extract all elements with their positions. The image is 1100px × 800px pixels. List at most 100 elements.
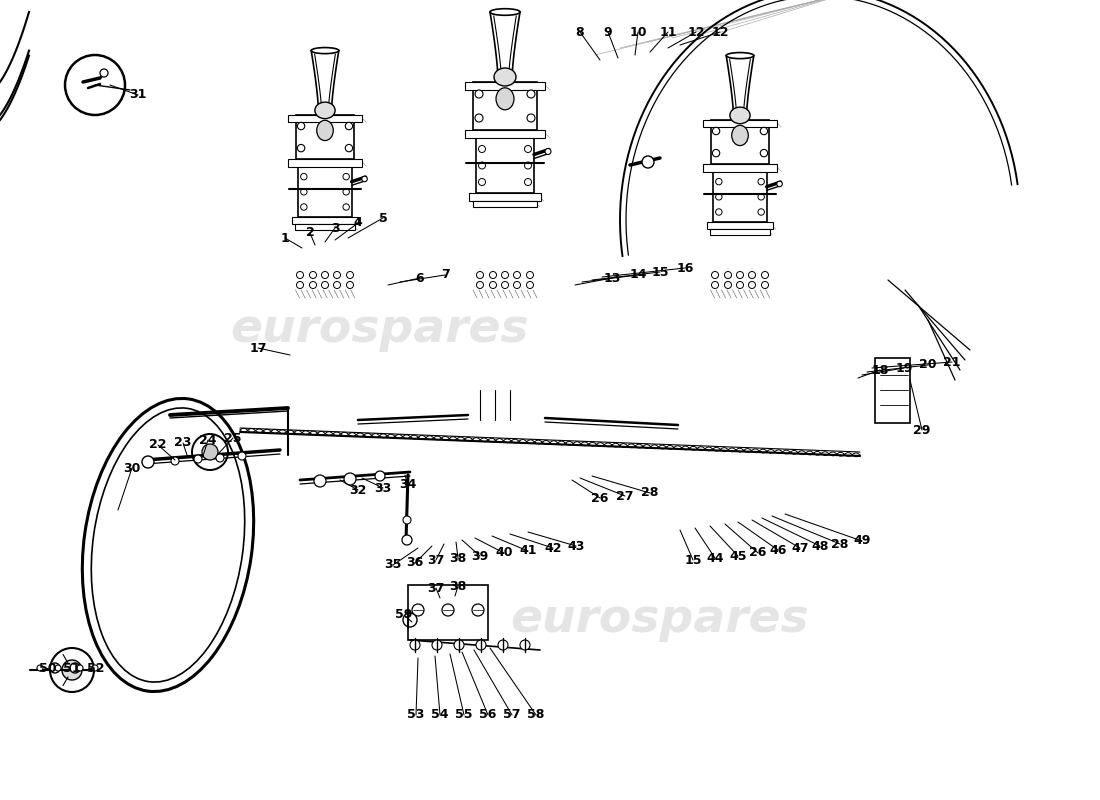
Circle shape — [62, 660, 82, 680]
Circle shape — [758, 194, 764, 200]
Text: 10: 10 — [629, 26, 647, 38]
Circle shape — [642, 156, 654, 168]
Circle shape — [476, 640, 486, 650]
Circle shape — [454, 640, 464, 650]
Circle shape — [297, 145, 305, 152]
Text: 21: 21 — [944, 355, 960, 369]
Text: 40: 40 — [495, 546, 513, 559]
Text: 16: 16 — [676, 262, 694, 274]
Circle shape — [343, 189, 350, 195]
Bar — [703, 164, 777, 171]
Circle shape — [758, 178, 764, 185]
Circle shape — [50, 648, 94, 692]
Circle shape — [502, 271, 508, 278]
Circle shape — [472, 604, 484, 616]
Bar — [292, 217, 359, 225]
Circle shape — [737, 271, 744, 278]
Text: 46: 46 — [769, 543, 786, 557]
Text: 41: 41 — [519, 545, 537, 558]
Circle shape — [713, 150, 719, 157]
Polygon shape — [311, 50, 339, 115]
Circle shape — [725, 282, 732, 289]
Text: 13: 13 — [603, 271, 620, 285]
Circle shape — [475, 114, 483, 122]
Text: 1: 1 — [280, 231, 289, 245]
Circle shape — [194, 455, 202, 463]
Circle shape — [300, 204, 307, 210]
Text: 42: 42 — [544, 542, 562, 554]
Text: 49: 49 — [854, 534, 871, 547]
Ellipse shape — [315, 102, 336, 118]
Text: 37: 37 — [427, 554, 444, 566]
Circle shape — [527, 282, 534, 289]
Bar — [288, 115, 362, 122]
Text: 37: 37 — [427, 582, 444, 594]
Circle shape — [403, 613, 417, 627]
Circle shape — [525, 178, 531, 186]
Text: eurospares: eurospares — [510, 598, 810, 642]
Text: 44: 44 — [706, 551, 724, 565]
Text: 55: 55 — [455, 709, 473, 722]
Text: 51: 51 — [64, 662, 80, 674]
Circle shape — [514, 282, 520, 289]
Text: 36: 36 — [406, 557, 424, 570]
Bar — [469, 193, 541, 201]
Circle shape — [375, 471, 385, 481]
Text: 9: 9 — [604, 26, 613, 38]
Text: 20: 20 — [920, 358, 937, 371]
Polygon shape — [490, 12, 520, 82]
Text: 24: 24 — [199, 434, 217, 446]
Bar — [707, 222, 773, 230]
Text: 38: 38 — [450, 579, 466, 593]
Text: 4: 4 — [353, 217, 362, 230]
Bar — [711, 230, 770, 235]
Text: 2: 2 — [306, 226, 315, 239]
Text: 30: 30 — [123, 462, 141, 474]
Circle shape — [300, 174, 307, 180]
Circle shape — [321, 282, 329, 289]
Text: 57: 57 — [504, 709, 520, 722]
Circle shape — [70, 663, 80, 673]
Circle shape — [297, 282, 304, 289]
Ellipse shape — [317, 120, 333, 141]
Circle shape — [297, 271, 304, 278]
Circle shape — [297, 122, 305, 130]
Circle shape — [502, 282, 508, 289]
Circle shape — [300, 189, 307, 195]
Circle shape — [777, 181, 782, 186]
Text: 17: 17 — [250, 342, 266, 354]
Text: 50: 50 — [40, 662, 57, 674]
Text: 6: 6 — [416, 271, 425, 285]
Circle shape — [202, 444, 218, 460]
Circle shape — [321, 271, 329, 278]
Circle shape — [314, 475, 326, 487]
Circle shape — [403, 516, 411, 524]
Text: eurospares: eurospares — [231, 307, 529, 353]
Circle shape — [748, 271, 756, 278]
Circle shape — [476, 282, 484, 289]
Text: 26: 26 — [592, 491, 608, 505]
Circle shape — [92, 665, 98, 671]
Polygon shape — [726, 56, 754, 120]
Circle shape — [142, 456, 154, 468]
Text: 11: 11 — [659, 26, 676, 38]
Text: 5: 5 — [378, 211, 387, 225]
Circle shape — [490, 271, 496, 278]
Circle shape — [309, 282, 317, 289]
Text: 28: 28 — [832, 538, 849, 550]
Text: 31: 31 — [130, 89, 146, 102]
Bar — [465, 82, 544, 90]
Text: 38: 38 — [450, 551, 466, 565]
Ellipse shape — [490, 9, 520, 15]
Text: 45: 45 — [729, 550, 747, 562]
Circle shape — [716, 178, 722, 185]
Text: 15: 15 — [651, 266, 669, 278]
Circle shape — [346, 271, 353, 278]
Circle shape — [737, 282, 744, 289]
Circle shape — [343, 204, 350, 210]
Text: 53: 53 — [407, 709, 425, 722]
Circle shape — [713, 127, 719, 134]
Bar — [713, 171, 767, 222]
Text: 33: 33 — [374, 482, 392, 494]
Circle shape — [216, 454, 224, 462]
